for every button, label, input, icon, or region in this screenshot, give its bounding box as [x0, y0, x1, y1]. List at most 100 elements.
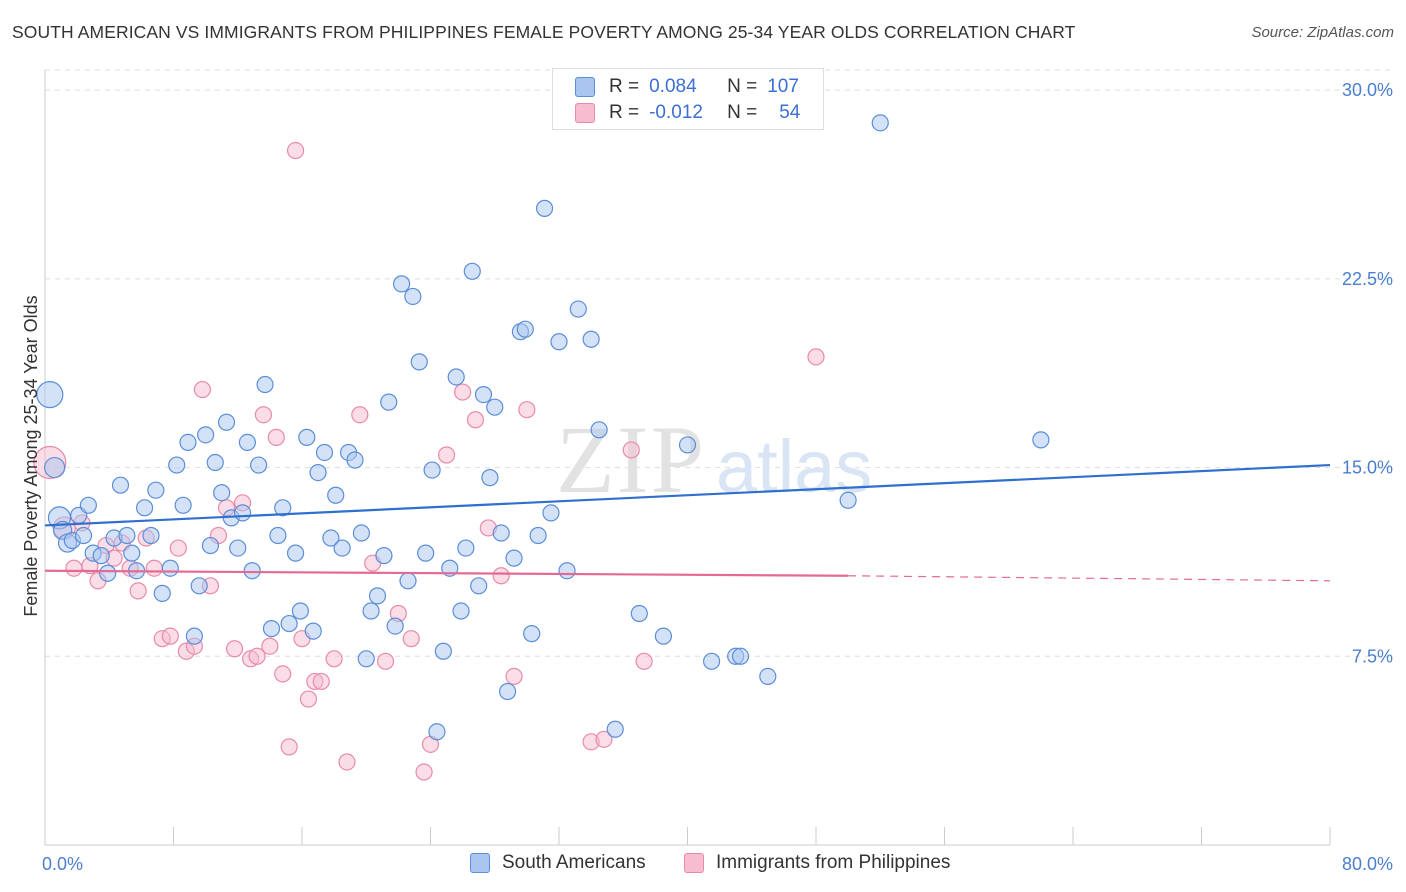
point-south-americans	[118, 526, 136, 545]
point-south-americans	[399, 572, 417, 590]
chart-title: SOUTH AMERICAN VS IMMIGRANTS FROM PHILIP…	[12, 22, 1076, 42]
point-south-americans	[250, 456, 268, 474]
point-south-americans	[368, 587, 387, 605]
legend-swatch-pink	[575, 103, 595, 123]
point-south-americans	[423, 461, 441, 479]
point-south-americans	[322, 529, 340, 547]
y-axis-label: Female Poverty Among 25-34 Year Olds	[21, 295, 41, 616]
point-south-americans	[404, 287, 422, 306]
y-tick-label: 7.5%	[1352, 646, 1393, 666]
correlation-legend: R = 0.084 N = 107 R = -0.012 N = 54	[552, 68, 824, 130]
source-label: Source: ZipAtlas.com	[1251, 24, 1394, 41]
point-immigrants-from-philippines	[161, 627, 179, 645]
point-south-americans	[142, 526, 160, 545]
series-south-americans	[36, 114, 1050, 741]
point-south-americans	[447, 368, 465, 386]
point-immigrants-from-philippines	[261, 637, 279, 655]
legend-r-label: R =	[609, 102, 640, 123]
point-immigrants-from-philippines	[351, 406, 369, 424]
x-tick-label: 0.0%	[42, 854, 83, 874]
point-immigrants-from-philippines	[312, 672, 330, 691]
point-south-americans	[346, 451, 364, 469]
point-south-americans	[1032, 431, 1050, 449]
point-south-americans	[291, 602, 309, 620]
y-tick-label: 15.0%	[1342, 458, 1393, 478]
point-south-americans	[499, 682, 517, 701]
point-immigrants-from-philippines	[492, 567, 510, 585]
point-immigrants-from-philippines	[338, 753, 356, 771]
point-south-americans	[174, 496, 192, 514]
point-immigrants-from-philippines	[807, 348, 825, 366]
point-south-americans	[233, 504, 252, 522]
point-south-americans	[161, 559, 179, 577]
point-south-americans	[523, 625, 541, 643]
point-south-americans	[392, 275, 411, 293]
point-south-americans	[492, 524, 510, 542]
legend-r-label: R =	[609, 76, 640, 97]
point-south-americans	[590, 421, 608, 439]
point-south-americans	[309, 463, 327, 482]
point-south-americans	[529, 526, 547, 545]
point-immigrants-from-philippines	[254, 406, 273, 424]
bottom-legend-immigrants-from-philippines: Immigrants from Philippines	[684, 852, 950, 874]
bottom-legend-label: South Americans	[502, 852, 646, 873]
point-south-americans	[36, 380, 64, 409]
trend-line-immigrants-from-philippines	[44, 569, 849, 577]
point-south-americans	[92, 547, 110, 565]
point-immigrants-from-philippines	[286, 141, 305, 160]
point-south-americans	[516, 320, 534, 338]
point-south-americans	[286, 544, 305, 562]
point-south-americans	[352, 524, 371, 542]
point-immigrants-from-philippines	[145, 559, 163, 577]
bottom-legend-south-americans: South Americans	[470, 852, 646, 874]
legend-row-immigrants-from-philippines: R = -0.012 N = 54	[575, 102, 800, 124]
point-south-americans	[452, 602, 470, 620]
point-south-americans	[569, 300, 587, 318]
point-south-americans	[135, 499, 154, 517]
point-immigrants-from-philippines	[325, 650, 343, 668]
point-south-americans	[217, 413, 236, 431]
point-south-americans	[486, 398, 504, 416]
legend-row-south-americans: R = 0.084 N = 107	[575, 76, 799, 98]
point-immigrants-from-philippines	[280, 738, 298, 756]
y-tick-label: 22.5%	[1342, 269, 1393, 289]
point-immigrants-from-philippines	[437, 446, 456, 464]
point-south-americans	[550, 333, 568, 351]
point-south-americans	[190, 577, 208, 595]
point-immigrants-from-philippines	[622, 441, 640, 459]
point-south-americans	[474, 385, 493, 404]
point-immigrants-from-philippines	[225, 640, 244, 658]
point-south-americans	[558, 562, 576, 580]
trend-line-south-americans	[44, 463, 1331, 527]
point-south-americans	[702, 652, 721, 670]
point-south-americans	[606, 720, 624, 738]
point-immigrants-from-philippines	[415, 763, 433, 781]
point-south-americans	[123, 544, 141, 562]
point-immigrants-from-philippines	[518, 401, 536, 419]
point-south-americans	[168, 456, 186, 474]
point-south-americans	[481, 469, 499, 487]
point-immigrants-from-philippines	[454, 383, 472, 401]
point-south-americans	[542, 504, 560, 522]
point-south-americans	[417, 544, 435, 562]
point-south-americans	[243, 562, 261, 580]
legend-n-label: N =	[727, 76, 758, 97]
point-south-americans	[206, 453, 224, 472]
point-south-americans	[269, 526, 287, 545]
point-south-americans	[99, 564, 117, 582]
point-south-americans	[280, 614, 298, 633]
point-south-americans	[44, 456, 66, 479]
point-south-americans	[362, 602, 380, 620]
legend-r-value: -0.012	[649, 102, 703, 123]
x-tick-labels: 0.0% 80.0%	[42, 854, 1393, 874]
trend-lines	[44, 463, 1331, 582]
point-south-americans	[256, 375, 274, 394]
bottom-legend-swatch-blue	[470, 853, 490, 873]
point-south-americans	[535, 199, 554, 217]
point-south-americans	[274, 499, 292, 517]
bottom-legend-swatch-pink	[684, 853, 704, 873]
point-south-americans	[386, 617, 404, 635]
point-immigrants-from-philippines	[248, 647, 266, 665]
point-immigrants-from-philippines	[376, 652, 395, 670]
